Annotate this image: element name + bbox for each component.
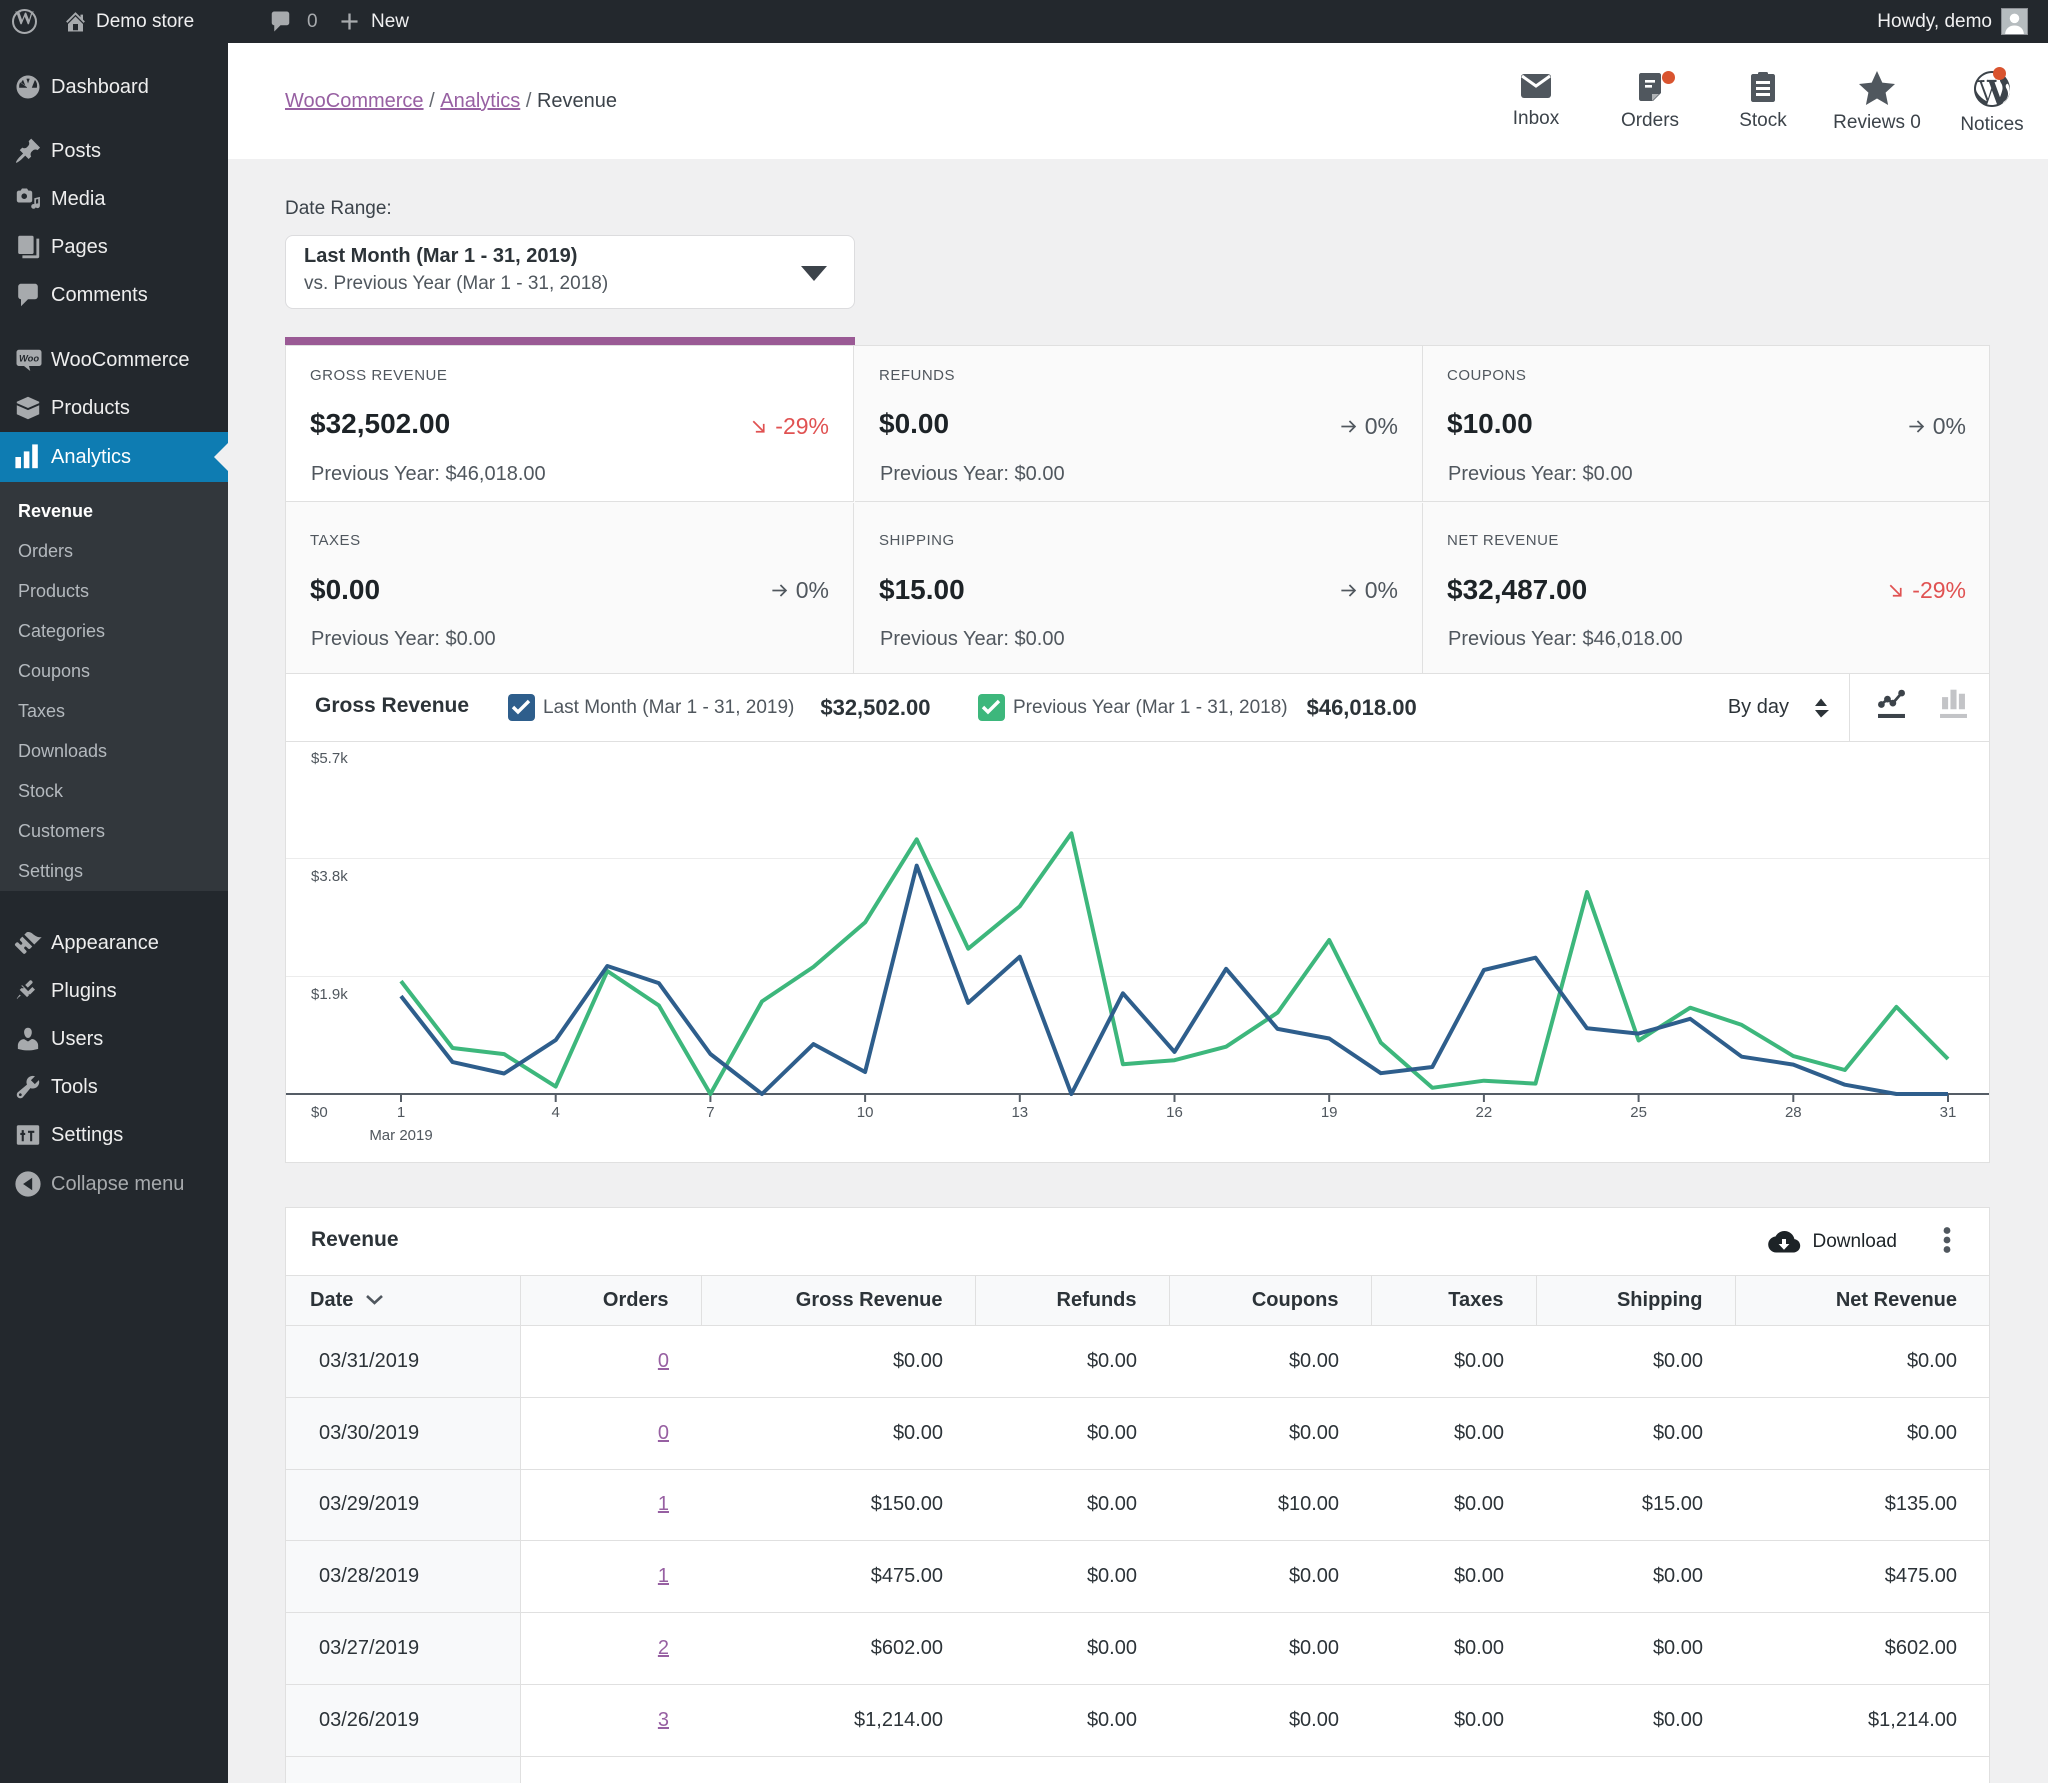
svg-text:$3.8k: $3.8k	[311, 868, 348, 885]
svg-text:$0: $0	[311, 1104, 328, 1121]
svg-text:1: 1	[397, 1104, 405, 1121]
svg-text:16: 16	[1166, 1104, 1183, 1121]
svg-text:7: 7	[706, 1104, 714, 1121]
svg-text:4: 4	[552, 1104, 560, 1121]
svg-text:19: 19	[1321, 1104, 1338, 1121]
svg-text:$5.7k: $5.7k	[311, 750, 348, 767]
svg-text:10: 10	[857, 1104, 874, 1121]
svg-text:13: 13	[1011, 1104, 1028, 1121]
svg-text:22: 22	[1476, 1104, 1493, 1121]
svg-text:25: 25	[1630, 1104, 1647, 1121]
svg-text:Mar 2019: Mar 2019	[369, 1127, 432, 1144]
svg-text:28: 28	[1785, 1104, 1802, 1121]
svg-text:31: 31	[1940, 1104, 1957, 1121]
svg-text:Woo: Woo	[19, 354, 39, 364]
svg-text:$1.9k: $1.9k	[311, 986, 348, 1003]
